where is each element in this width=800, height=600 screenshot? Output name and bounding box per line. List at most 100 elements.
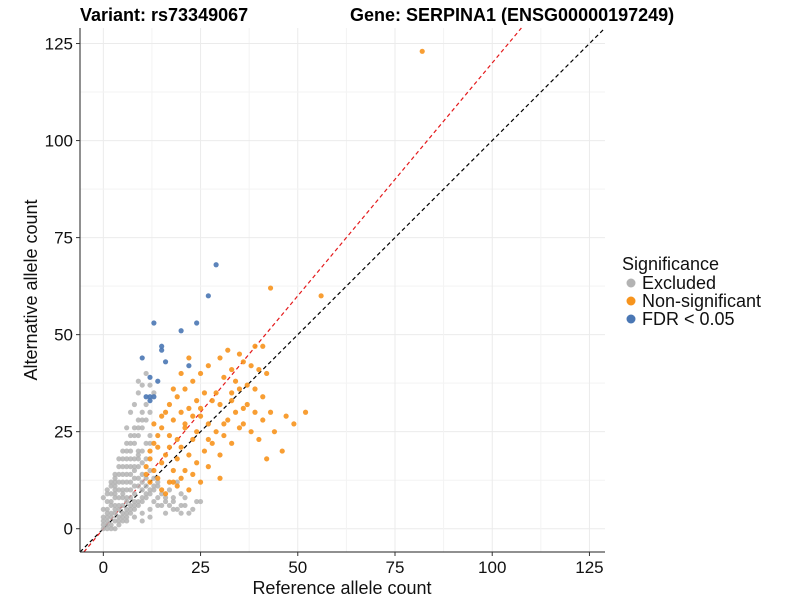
legend-label-non-significant: Non-significant [642, 291, 761, 311]
point-excluded [143, 475, 149, 481]
chart-title-gene: Gene: SERPINA1 (ENSG00000197249) [350, 5, 674, 25]
point-fdr-0-05 [205, 293, 211, 299]
point-non-significant [244, 382, 250, 388]
point-non-significant [252, 409, 258, 415]
point-non-significant [213, 429, 219, 435]
point-excluded [162, 495, 169, 501]
legend-label-excluded: Excluded [642, 273, 716, 293]
point-fdr-0-05 [213, 262, 219, 268]
point-fdr-0-05 [162, 359, 169, 365]
point-non-significant [147, 456, 153, 462]
point-excluded [135, 483, 141, 489]
point-excluded [139, 510, 145, 516]
point-excluded [116, 471, 122, 477]
point-excluded [143, 440, 149, 446]
point-excluded [124, 425, 130, 431]
point-excluded [120, 487, 126, 493]
point-non-significant [244, 401, 250, 408]
point-non-significant [147, 448, 153, 454]
point-non-significant [190, 436, 196, 443]
point-non-significant [205, 436, 211, 443]
point-excluded [127, 456, 134, 462]
point-excluded [127, 510, 134, 516]
point-excluded [120, 495, 126, 501]
point-excluded [120, 510, 126, 516]
point-non-significant [170, 417, 176, 423]
point-excluded [124, 514, 130, 520]
x-axis-ticks: 0 25 50 75 100 125 [99, 552, 604, 577]
point-non-significant [182, 386, 188, 392]
point-excluded [112, 471, 118, 477]
point-non-significant [236, 386, 243, 392]
point-non-significant [166, 432, 173, 439]
point-non-significant [256, 366, 262, 373]
point-non-significant [267, 285, 274, 291]
x-tick-label: 25 [191, 558, 210, 577]
point-excluded [143, 401, 149, 408]
point-non-significant [260, 343, 266, 349]
point-non-significant [162, 452, 169, 458]
y-tick-label: 100 [45, 132, 73, 151]
point-excluded [100, 506, 106, 512]
x-tick-label: 100 [478, 558, 506, 577]
point-excluded [124, 498, 130, 505]
point-non-significant [302, 409, 309, 415]
point-non-significant [170, 386, 176, 392]
point-excluded [135, 448, 141, 454]
point-non-significant [205, 421, 211, 427]
point-non-significant [182, 425, 188, 431]
point-excluded [116, 464, 122, 470]
point-fdr-0-05 [147, 374, 153, 380]
x-tick-label: 0 [99, 558, 108, 577]
point-fdr-0-05 [159, 347, 165, 353]
point-fdr-0-05 [147, 394, 153, 400]
point-excluded [135, 456, 141, 462]
point-excluded [143, 370, 149, 377]
legend-key-fdr [626, 314, 636, 324]
point-non-significant [205, 464, 211, 470]
point-excluded [100, 518, 106, 524]
point-non-significant [174, 394, 180, 400]
point-non-significant [155, 444, 161, 450]
point-non-significant [170, 467, 176, 474]
point-non-significant [174, 456, 180, 462]
point-excluded [139, 448, 145, 454]
point-non-significant [178, 475, 184, 481]
point-excluded [135, 432, 141, 439]
point-excluded [127, 487, 134, 493]
point-excluded [124, 510, 130, 516]
point-non-significant [197, 479, 204, 485]
y-axis-ticks: 0 25 50 75 100 125 [45, 35, 80, 539]
point-non-significant [217, 475, 223, 481]
point-non-significant [159, 413, 165, 419]
point-excluded [127, 502, 134, 509]
point-excluded [143, 491, 149, 497]
point-non-significant [264, 456, 270, 462]
point-non-significant [252, 343, 258, 349]
point-non-significant [260, 394, 266, 400]
point-excluded [170, 498, 176, 505]
point-excluded [100, 514, 106, 520]
point-excluded [135, 417, 141, 423]
point-excluded [112, 518, 118, 524]
point-excluded [155, 502, 161, 509]
point-non-significant [283, 413, 289, 419]
point-excluded [124, 506, 130, 512]
point-fdr-0-05 [155, 378, 161, 384]
legend-label-fdr: FDR < 0.05 [642, 309, 735, 329]
point-excluded [190, 506, 196, 512]
point-non-significant [209, 440, 215, 446]
point-non-significant [209, 398, 215, 404]
point-excluded [104, 506, 110, 512]
point-excluded [116, 518, 122, 524]
x-tick-label: 125 [575, 558, 603, 577]
point-excluded [147, 382, 153, 388]
point-non-significant [162, 409, 169, 415]
point-excluded [143, 483, 149, 489]
point-non-significant [252, 386, 258, 392]
point-non-significant [170, 479, 176, 485]
point-excluded [124, 479, 130, 485]
legend-key-excluded [626, 278, 636, 288]
point-non-significant [151, 421, 157, 427]
point-non-significant [217, 355, 223, 361]
